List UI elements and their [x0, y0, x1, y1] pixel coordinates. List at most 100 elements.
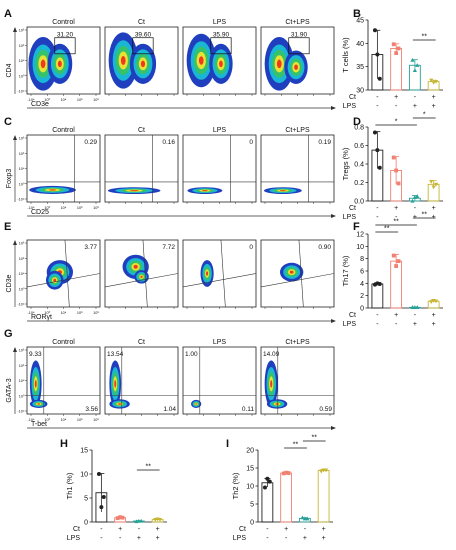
y-tick-label: 0.8: [354, 125, 364, 132]
y-tick-label: 6: [360, 269, 364, 276]
y-tick-label: 0.6: [354, 143, 364, 150]
sign-row-label: LPS: [67, 535, 81, 542]
flow-panel: Control 0.29 -10⁴ 10⁰ 10⁴ 10⁵ 10⁶ -10⁴ 10⁰ 10⁴ 10⁵…: [17, 127, 101, 210]
y-tick-label: 8: [360, 256, 364, 263]
data-point: [372, 130, 377, 135]
data-point: [375, 52, 380, 57]
sign-mark: -: [376, 312, 379, 319]
sign-row-label: Ct: [349, 94, 356, 101]
tick-label: 10⁰: [44, 206, 50, 210]
sign-mark: -: [304, 526, 307, 533]
density-blob: [219, 60, 223, 68]
sign-mark: -: [100, 526, 103, 533]
density-blob: [140, 60, 146, 68]
panel-letter: F: [353, 221, 360, 233]
x-axis-label: CD3e: [31, 101, 49, 108]
sign-mark: +: [432, 103, 436, 110]
tick-label: 10⁶: [19, 29, 25, 33]
panel-title: Ct: [138, 19, 145, 26]
y-tick-label: 10: [80, 472, 88, 479]
plot-frame: [182, 239, 257, 308]
bar: [371, 283, 384, 309]
sign-mark: -: [395, 321, 398, 328]
gate-box: [210, 37, 232, 55]
quadrant-value: 0: [249, 139, 253, 146]
y-axis-label: GATA-3: [6, 378, 13, 402]
data-point: [429, 179, 434, 184]
sign-mark: +: [394, 312, 398, 319]
tick-label: 10⁴: [19, 379, 25, 383]
panel-title: LPS: [213, 19, 227, 26]
density-blob: [275, 403, 279, 405]
tick-label: 10⁰: [19, 182, 25, 186]
tick-label: -10⁴: [27, 311, 34, 315]
tick-label: -10⁴: [27, 418, 34, 422]
sign-mark: -: [285, 535, 288, 542]
data-point: [262, 485, 267, 490]
panel-title: Ct: [138, 127, 145, 134]
tick-label: 10⁰: [44, 311, 50, 315]
y-tick-label: 15: [246, 466, 254, 473]
tick-label: 10⁰: [19, 287, 25, 291]
flow-panel: 0: [182, 239, 257, 309]
sign-mark: -: [414, 94, 417, 101]
arrow-head-icon: [331, 319, 336, 323]
sign-mark: +: [137, 535, 141, 542]
sign-mark: +: [322, 526, 326, 533]
flow-panel: Ct+LPS 14.09 0.59: [260, 339, 335, 416]
data-point: [377, 76, 382, 81]
arrow-head-icon: [331, 426, 336, 430]
sign-mark: +: [432, 312, 436, 319]
tick-label: -10⁴: [27, 206, 34, 210]
y-tick-label: 30: [356, 88, 364, 95]
y-axis-label: Th1 (%): [65, 472, 74, 499]
data-point: [157, 518, 163, 522]
tick-label: -10⁴: [17, 90, 24, 94]
arrow-head-icon: [13, 27, 17, 32]
quadrant-value: 0.16: [162, 139, 175, 146]
data-point: [319, 469, 324, 474]
significance-label: *: [423, 112, 426, 119]
sign-mark: +: [284, 526, 288, 533]
sign-mark: -: [376, 103, 379, 110]
gate-value: 31.20: [57, 31, 74, 38]
gate-line: [104, 273, 179, 288]
data-point: [410, 57, 415, 62]
flow-panel: LPS 35.90: [182, 19, 257, 96]
tick-label: 10⁴: [19, 272, 25, 276]
sign-mark: +: [432, 214, 436, 221]
arrow-head-icon: [13, 135, 17, 140]
data-point: [120, 515, 125, 520]
significance-label: **: [422, 212, 428, 219]
tick-label: 10⁶: [19, 137, 25, 141]
sign-row-label: Ct: [239, 526, 246, 533]
sign-mark: +: [413, 214, 417, 221]
tick-label: 10⁵: [19, 364, 25, 368]
y-axis-label: Foxp3: [6, 169, 13, 189]
arrow-head-icon: [331, 214, 336, 218]
gate-line: [220, 239, 226, 308]
tick-label: 10⁴: [61, 206, 67, 210]
sign-mark: -: [119, 535, 122, 542]
gate-line: [298, 239, 304, 308]
sign-mark: -: [414, 205, 417, 212]
data-point: [101, 495, 106, 500]
sign-row-label: LPS: [343, 103, 357, 110]
quadrant-value: 1.04: [163, 406, 176, 413]
flow-panel: Control 31.20 -10⁴ 10⁰ 10⁴ 10⁵ 10⁶ -10⁴ 10⁰ 10⁴ 10…: [17, 19, 101, 102]
data-point: [372, 28, 377, 33]
quadrant-value: 14.09: [263, 351, 280, 358]
y-tick-label: 0.2: [354, 180, 364, 187]
panel-letter: D: [353, 116, 361, 128]
y-tick-label: 12: [356, 232, 364, 239]
density-blob: [34, 380, 37, 388]
arrow-head-icon: [13, 240, 17, 245]
tick-label: -10⁴: [17, 198, 24, 202]
density-blob: [53, 278, 57, 282]
panel-title: Ct+LPS: [285, 127, 310, 134]
flow-panel: Control 9.33 3.56 -10⁴ 10⁰ 10⁴ 10⁵ 10⁶ -10⁴ 10⁰ 10…: [17, 339, 101, 422]
data-point: [412, 68, 417, 72]
tick-label: 10⁴: [19, 59, 25, 63]
data-point: [153, 518, 158, 522]
sign-mark: +: [118, 526, 122, 533]
